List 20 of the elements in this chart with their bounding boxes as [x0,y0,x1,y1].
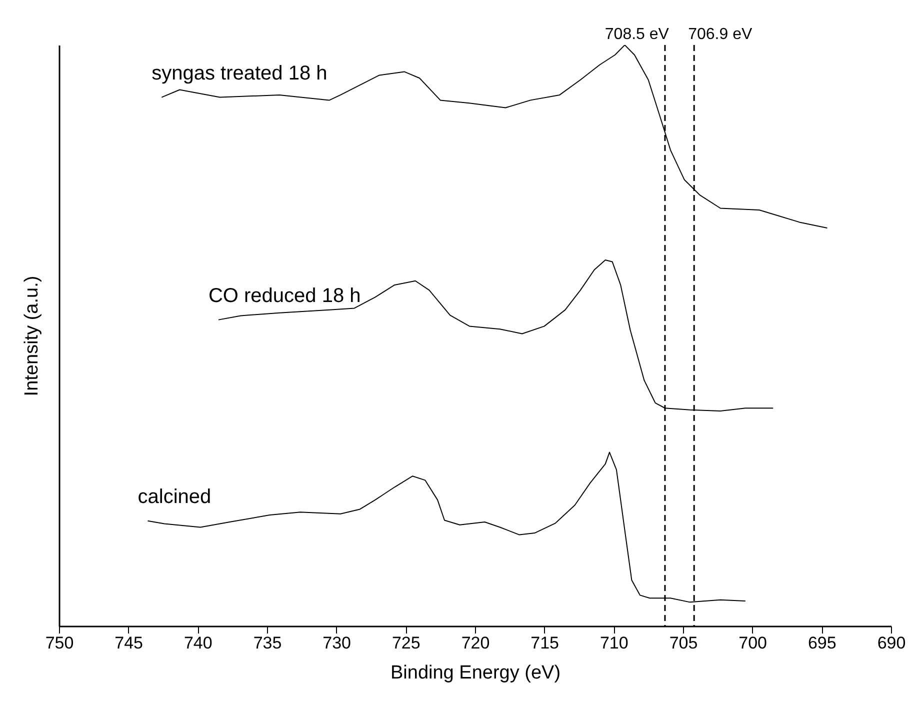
x-tick-label: 715 [530,634,560,652]
x-tick-label: 705 [669,634,698,652]
x-tick-label: 735 [253,634,282,652]
x-tick-label: 710 [600,634,628,652]
x-axis-title: Binding Energy (eV) [390,662,561,684]
series-label: calcined [138,486,212,508]
x-tick-label: 720 [461,634,490,652]
x-tick-label: 690 [877,634,906,652]
x-tick-label: 695 [808,634,836,652]
series-label: syngas treated 18 h [152,62,328,84]
x-tick-label: 740 [184,634,212,652]
x-tick-label: 750 [45,634,74,652]
x-tick-label: 745 [114,634,144,652]
x-tick-label: 700 [738,634,768,652]
y-axis-title: Intensity (a.u.) [22,276,42,396]
ref-line-label: 708.5 eV [604,26,670,43]
x-tick-label: 725 [392,634,420,652]
x-tick-label: 730 [322,634,352,652]
series-label: CO reduced 18 h [208,284,361,307]
ref-line-label: 706.9 eV [688,26,752,43]
